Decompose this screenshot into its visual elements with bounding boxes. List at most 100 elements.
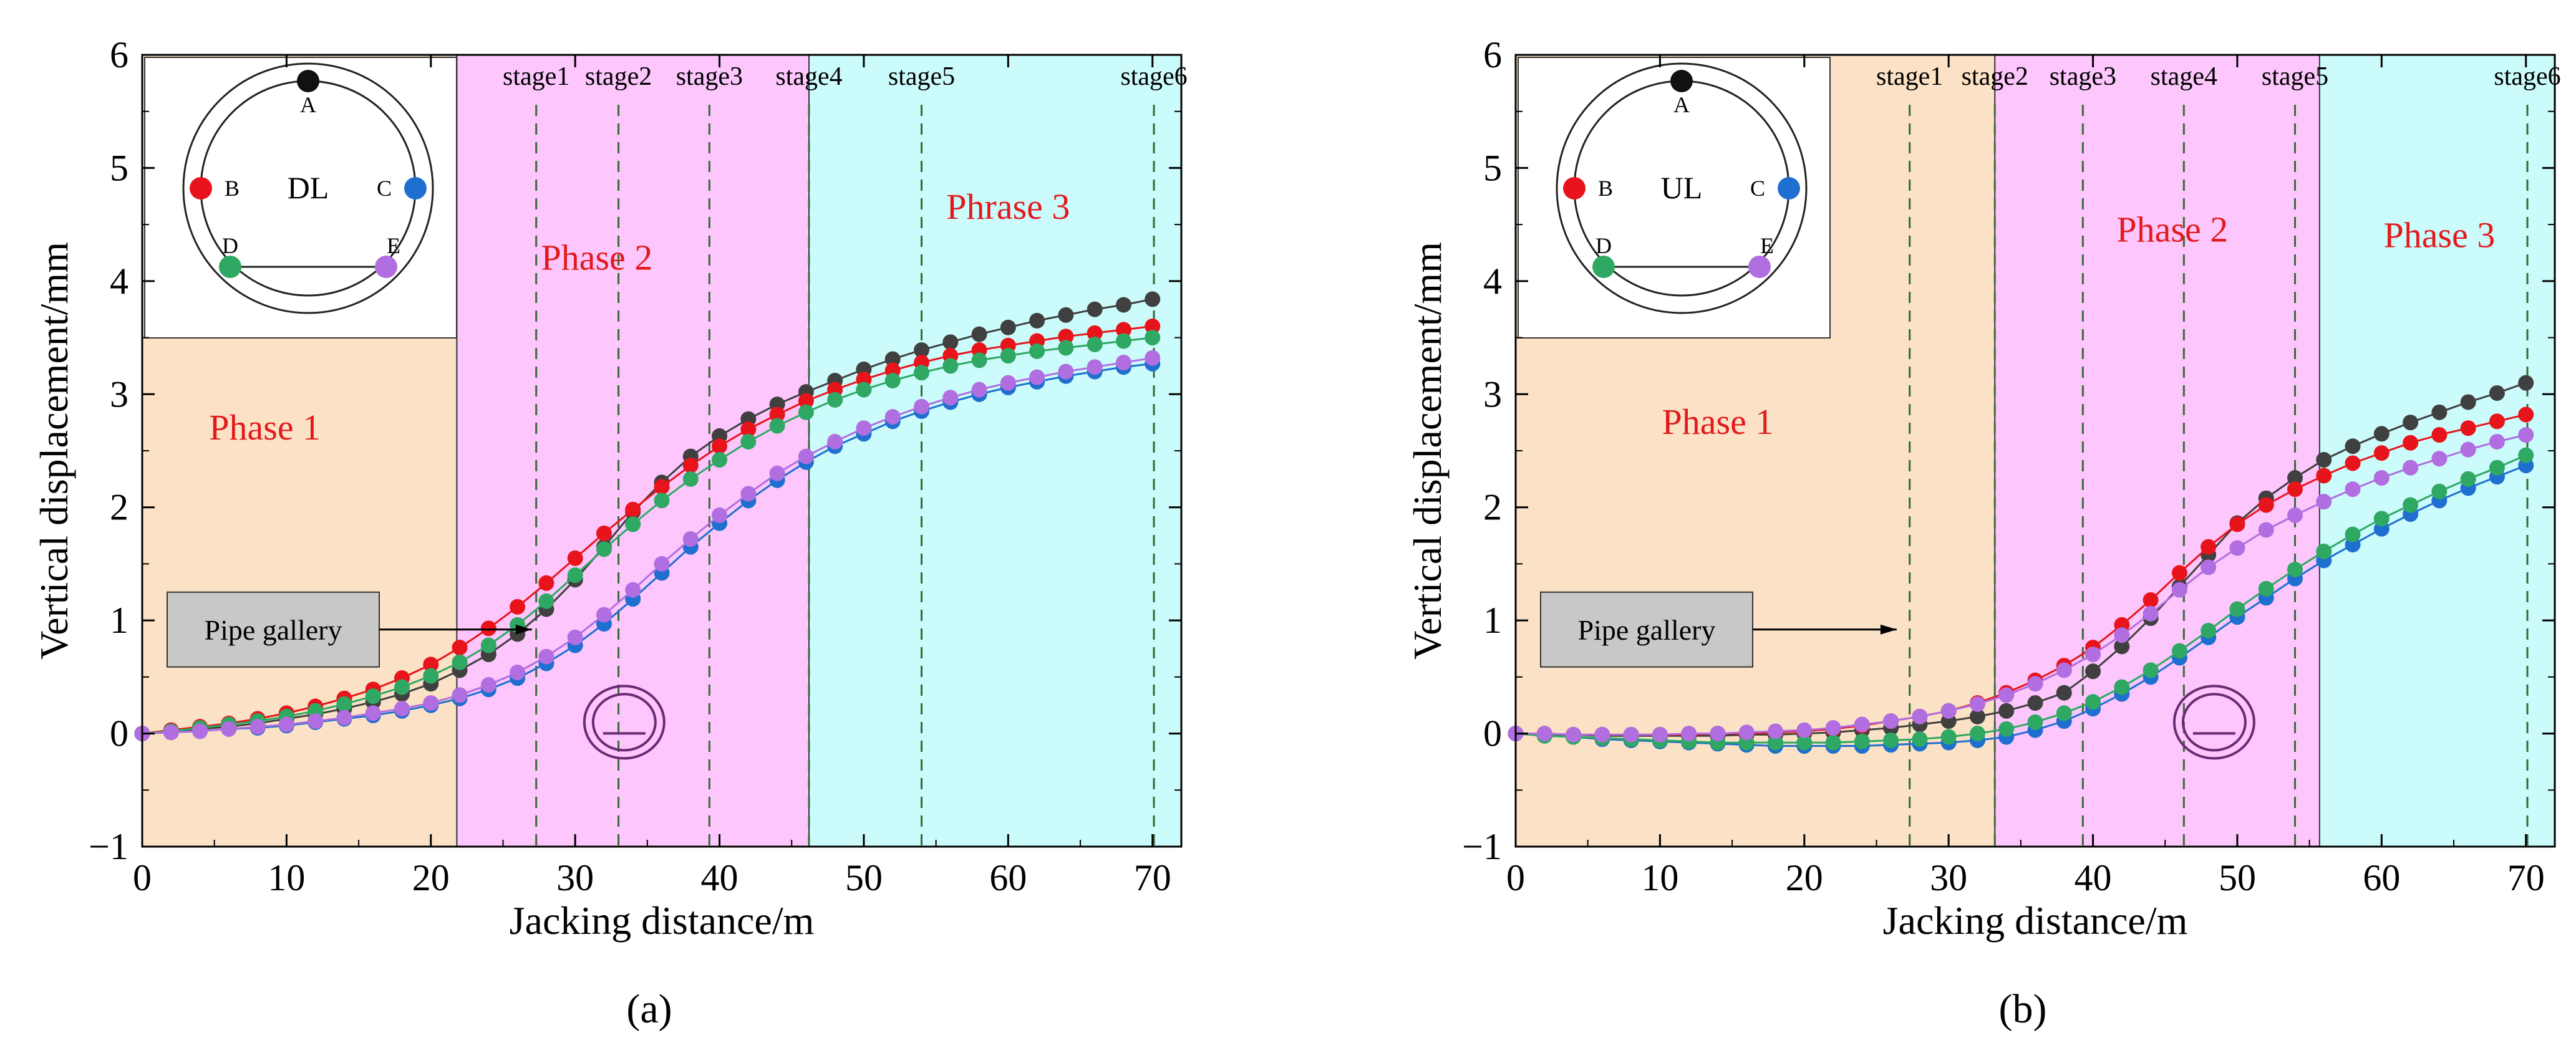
- series-E-point: [2056, 662, 2072, 678]
- x-tick-label: 60: [989, 857, 1027, 898]
- series-B-point: [740, 421, 757, 438]
- inset-point-A: [297, 70, 319, 92]
- tunnel-inner-ring: [591, 693, 657, 752]
- series-D-point: [942, 358, 959, 374]
- x-tick-label: 20: [412, 857, 450, 898]
- series-B-point: [480, 620, 496, 637]
- inset-point-B: [1563, 177, 1586, 200]
- series-B-point: [654, 479, 670, 495]
- x-tick-label: 10: [268, 857, 305, 898]
- series-D-point: [480, 637, 496, 653]
- y-tick-label: 3: [1483, 373, 1502, 415]
- series-B-point: [452, 640, 468, 656]
- phase-label-1: Phase 1: [209, 407, 321, 448]
- series-A-point: [2316, 452, 2332, 468]
- series-D-point: [2258, 580, 2274, 597]
- pipe-gallery-label: Pipe gallery: [205, 614, 342, 646]
- inset-point-label-C: C: [377, 176, 392, 201]
- x-tick-label: 0: [133, 857, 152, 898]
- x-axis-title: Jacking distance/m: [1883, 898, 2188, 943]
- series-D-point: [2287, 562, 2303, 577]
- series-B-point: [2143, 592, 2159, 608]
- series-D-point: [2114, 679, 2130, 695]
- x-tick-label: 30: [556, 857, 594, 898]
- series-D-point: [914, 365, 929, 381]
- series-E-point: [682, 531, 699, 547]
- series-E-point: [1912, 708, 1928, 724]
- series-E-point: [2287, 507, 2303, 523]
- series-D-point: [452, 654, 468, 670]
- series-A-point: [1115, 297, 1131, 313]
- series-D-point: [2431, 483, 2448, 499]
- inset-point-label-A: A: [300, 92, 316, 117]
- series-E-point: [654, 555, 670, 572]
- series-B-point: [2460, 420, 2476, 436]
- inset-point-A: [1670, 70, 1693, 92]
- phase-label-3: Phase 3: [2383, 214, 2495, 255]
- series-E-point: [1623, 726, 1639, 743]
- series-D-point: [423, 668, 439, 684]
- stage-label-2: stage2: [585, 62, 652, 91]
- stage-label-5: stage5: [2262, 62, 2328, 91]
- series-E-point: [221, 721, 237, 737]
- series-A-point: [2114, 638, 2130, 655]
- pipe-gallery-box: [167, 591, 380, 668]
- series-D-point: [2345, 526, 2361, 542]
- series-E-point: [1710, 726, 1726, 742]
- series-A-point: [2345, 438, 2361, 454]
- series-B-point: [423, 656, 439, 673]
- series-E-point: [278, 716, 294, 733]
- inset-point-label-B: B: [1598, 176, 1613, 201]
- series-D-point: [2373, 511, 2390, 527]
- tunnel-symbol: [583, 685, 666, 760]
- x-axis-title: Jacking distance/m: [510, 898, 815, 943]
- y-tick-label: 5: [1483, 147, 1502, 188]
- y-tick-label: 5: [110, 147, 128, 188]
- series-A-point: [2287, 470, 2303, 486]
- series-D-point: [2085, 694, 2101, 710]
- series-E-point: [1145, 350, 1161, 366]
- series-E-point: [1681, 726, 1697, 742]
- series-D-point: [2460, 471, 2476, 487]
- x-tick-label: 30: [1930, 857, 1967, 898]
- series-E-point: [1058, 363, 1074, 380]
- phase-label-1: Phase 1: [1662, 401, 1774, 442]
- series-B-point: [1145, 318, 1161, 334]
- y-tick-label: 3: [110, 373, 128, 415]
- series-E-point: [2143, 605, 2159, 622]
- series-D-point: [1145, 330, 1161, 346]
- series-D-point: [2229, 601, 2245, 617]
- inset-outer-circle: [182, 62, 434, 314]
- tunnel-symbol: [2172, 685, 2255, 760]
- series-E-point: [1652, 726, 1668, 743]
- series-D-point: [365, 688, 381, 704]
- series-D-point: [654, 493, 670, 509]
- series-E-point: [163, 724, 179, 741]
- series-D-point: [1883, 732, 1899, 748]
- series-E-point: [1115, 354, 1131, 370]
- series-E-point: [712, 507, 728, 523]
- series-E-point: [740, 486, 757, 502]
- tunnel-inner-ring: [2181, 693, 2247, 752]
- series-B-point: [2258, 497, 2274, 513]
- series-E-point: [1854, 716, 1870, 733]
- series-E-point: [567, 629, 583, 645]
- series-E-point: [423, 695, 439, 711]
- panel-b: stage1 stage2 stage3 stage4 stage5 stage6 Phas…: [1405, 34, 2561, 1032]
- series-D-point: [856, 382, 872, 398]
- series-A-point: [2403, 415, 2419, 431]
- inset-point-label-D: D: [222, 233, 238, 258]
- series-B-point: [2403, 435, 2419, 451]
- series-A-point: [2027, 695, 2043, 711]
- series-A-point: [2056, 685, 2072, 701]
- pipe-gallery-label: Pipe gallery: [1578, 614, 1716, 646]
- series-B-point: [2345, 455, 2361, 471]
- series-E-point: [1738, 724, 1755, 741]
- series-B-point: [682, 458, 699, 474]
- series-D-point: [1768, 734, 1783, 751]
- series-E-point: [2201, 559, 2217, 575]
- series-D-point: [1029, 343, 1045, 359]
- series-D-point: [1854, 733, 1870, 749]
- phase-label-2: Phase 2: [2116, 209, 2228, 249]
- series-A-point: [914, 342, 929, 358]
